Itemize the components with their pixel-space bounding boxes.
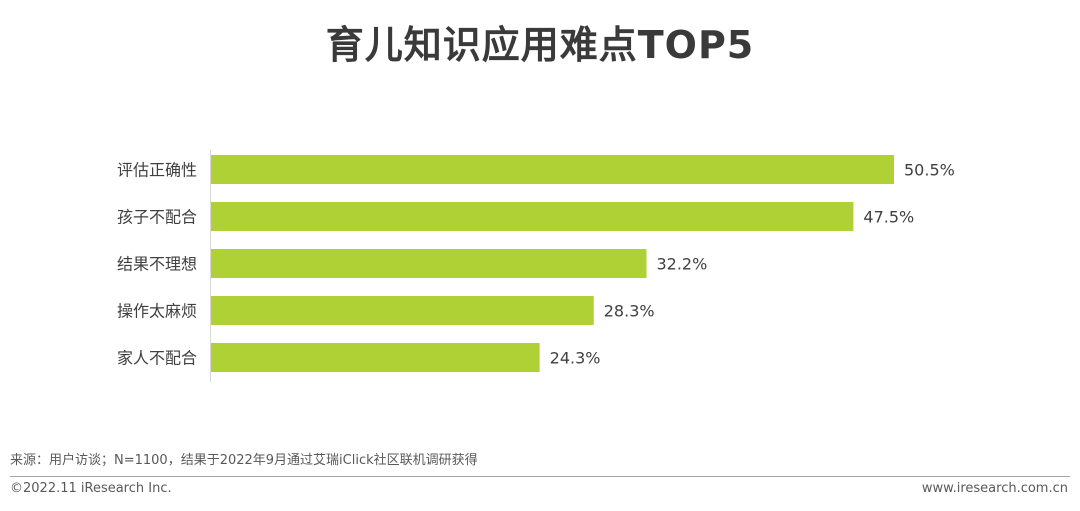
- data-label: 24.3%: [550, 349, 601, 368]
- copyright-text: ©2022.11 iResearch Inc.: [10, 481, 172, 496]
- data-label: 50.5%: [904, 161, 955, 180]
- category-label: 孩子不配合: [117, 208, 197, 227]
- bar: [211, 202, 854, 231]
- bar: [211, 296, 594, 325]
- source-note: 来源：用户访谈；N=1100，结果于2022年9月通过艾瑞iClick社区联机调…: [10, 453, 478, 468]
- category-label: 家人不配合: [117, 349, 197, 368]
- bar-chart: 评估正确性 50.5% 孩子不配合 47.5% 结果不理想 32.2% 操作太麻烦 28.3%…: [117, 150, 955, 382]
- chart-title: 育儿知识应用难点TOP5: [325, 23, 755, 67]
- category-label: 结果不理想: [117, 255, 197, 274]
- bar: [211, 249, 647, 278]
- bar-series: 评估正确性 50.5% 孩子不配合 47.5% 结果不理想 32.2% 操作太麻烦 28.3%…: [117, 155, 955, 372]
- data-label: 47.5%: [863, 208, 914, 227]
- category-label: 操作太麻烦: [117, 302, 197, 321]
- website-link[interactable]: www.iresearch.com.cn: [921, 481, 1068, 496]
- category-label: 评估正确性: [117, 161, 197, 180]
- data-label: 32.2%: [656, 255, 707, 274]
- footer-divider: [10, 476, 1070, 477]
- data-label: 28.3%: [604, 302, 655, 321]
- bar: [211, 155, 894, 184]
- bar: [211, 343, 540, 372]
